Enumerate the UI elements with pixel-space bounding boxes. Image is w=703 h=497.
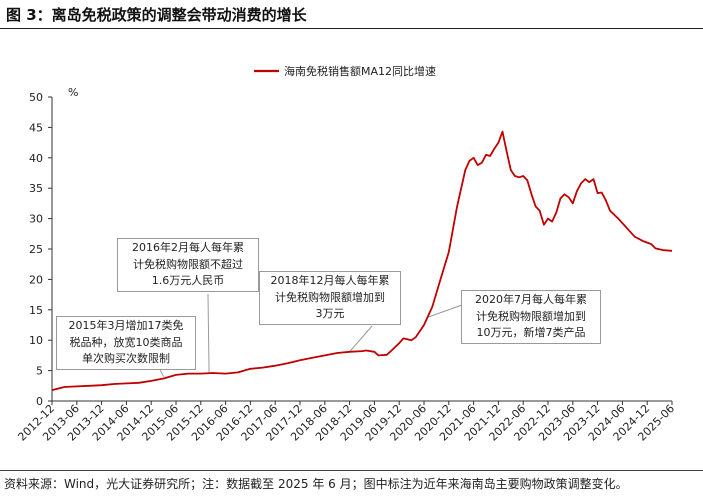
line-chart: 051015202530354045502012-122013-062013-1…	[15, 64, 677, 444]
annotation-line: 单次购买次数限制	[82, 352, 170, 365]
chart-axes: 051015202530354045502012-122013-062013-1…	[15, 91, 677, 444]
plot-area	[51, 130, 673, 391]
annotation-line: 2020年7月每人每年累	[475, 293, 587, 306]
annotation-box: 2018年12月每人每年累 计免税购物限额增加到 3万元	[259, 271, 401, 325]
annotation-line: 1.6万元人民币	[151, 274, 225, 287]
annotation-line: 计免税购物限额不超过	[133, 257, 243, 271]
figure-title: 图 3：离岛免税政策的调整会带动消费的增长	[6, 6, 307, 24]
annotation-box: 2015年3月增加17类免 税品种，放宽10类商品 单次购买次数限制	[56, 316, 196, 370]
y-tick-label: 20	[29, 273, 43, 286]
annotation-line: 税品种，放宽10类商品	[69, 335, 183, 349]
annotation-line: 10万元，新增7类产品	[476, 326, 586, 339]
y-tick-label: 45	[29, 121, 43, 134]
footnote-rule	[0, 470, 703, 471]
annotation-leader	[427, 304, 463, 318]
annotation-leader	[207, 293, 210, 374]
y-tick-label: 0	[36, 395, 43, 408]
legend-label: 海南免税销售额MA12同比增速	[284, 64, 436, 78]
y-tick-label: 30	[29, 213, 43, 226]
y-tick-label: 25	[29, 243, 43, 256]
annotation-line: 2015年3月增加17类免	[68, 319, 184, 332]
y-tick-label: 40	[29, 152, 43, 165]
annotation-leader	[349, 325, 373, 353]
chart-legend: 海南免税销售额MA12同比增速	[254, 64, 436, 78]
y-tick-label: 10	[29, 334, 43, 347]
annotation-line: 2016年2月每人每年累	[132, 241, 244, 254]
annotation-line: 3万元	[315, 307, 345, 320]
title-rule	[0, 28, 703, 29]
y-tick-label: 5	[36, 365, 43, 378]
y-unit-label: %	[68, 86, 78, 99]
annotation-box: 2016年2月每人每年累 计免税购物限额不超过 1.6万元人民币	[117, 238, 259, 292]
source-note: 资料来源：Wind，光大证券研究所；注：数据截至 2025 年 6 月；图中标注…	[4, 477, 628, 491]
y-tick-label: 35	[29, 182, 43, 195]
y-tick-label: 15	[29, 304, 43, 317]
y-tick-label: 50	[29, 91, 43, 104]
annotation-box: 2020年7月每人每年累 计免税购物限额增加到 10万元，新增7类产品	[461, 290, 601, 344]
annotation-line: 计免税购物限额增加到	[476, 309, 586, 323]
annotation-line: 计免税购物限额增加到	[275, 290, 385, 304]
series-line	[51, 130, 673, 391]
annotation-line: 2018年12月每人每年累	[270, 274, 390, 287]
